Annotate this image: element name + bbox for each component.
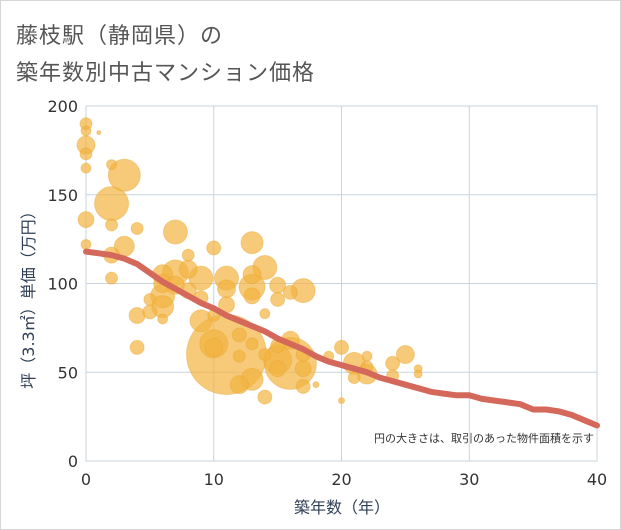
data-point <box>217 279 237 299</box>
y-tick-label: 150 <box>47 186 78 205</box>
data-point <box>77 211 95 229</box>
x-tick-label: 30 <box>459 470 479 489</box>
data-point <box>143 292 157 306</box>
data-point <box>107 158 141 192</box>
data-point <box>79 147 93 161</box>
data-point <box>294 360 312 378</box>
data-point <box>157 313 169 325</box>
x-tick-label: 10 <box>204 470 224 489</box>
y-tick-label: 50 <box>58 363 78 382</box>
data-point <box>334 339 349 355</box>
data-point <box>162 219 188 245</box>
bubble-series <box>76 117 423 405</box>
data-point <box>413 369 423 379</box>
data-point <box>259 308 271 320</box>
data-point <box>229 375 249 395</box>
data-point <box>181 248 195 262</box>
data-point <box>130 221 144 235</box>
chart-title-line2: 築年数別中古マンション価格 <box>16 61 316 86</box>
data-point <box>94 186 130 222</box>
data-point <box>129 339 145 355</box>
y-tick-label: 200 <box>47 97 78 116</box>
data-point <box>243 287 261 305</box>
data-point <box>270 291 286 307</box>
size-annotation: 円の大きさは、取引のあった物件面積を示す <box>374 431 594 445</box>
y-tick-label: 100 <box>47 275 78 294</box>
y-axis-label: 坪（3.3㎡）単価（万円） <box>19 203 38 388</box>
data-point <box>80 162 92 174</box>
x-tick-label: 20 <box>331 470 351 489</box>
data-point <box>105 271 119 285</box>
data-point <box>312 381 320 389</box>
data-point <box>338 397 345 405</box>
data-point <box>245 337 259 351</box>
data-point <box>96 130 102 136</box>
data-point <box>142 304 158 320</box>
x-tick-labels: 0 10 20 30 40 <box>81 470 607 489</box>
data-point <box>178 259 198 279</box>
data-point <box>282 284 298 300</box>
x-tick-label: 40 <box>587 470 607 489</box>
x-tick-label: 0 <box>81 470 91 489</box>
data-point <box>80 238 92 250</box>
data-point <box>242 265 262 285</box>
data-point <box>395 345 415 364</box>
data-point <box>105 218 119 232</box>
data-point <box>385 355 401 371</box>
data-point <box>257 389 273 405</box>
data-point <box>269 360 287 378</box>
y-tick-label: 0 <box>68 452 78 471</box>
data-point <box>361 350 373 362</box>
data-point <box>232 349 246 363</box>
y-tick-labels: 0 50 100 150 200 <box>47 97 78 471</box>
x-axis-label: 築年数（年） <box>294 498 390 517</box>
data-point <box>106 159 118 171</box>
data-point <box>80 125 92 137</box>
data-point <box>240 231 264 255</box>
data-point <box>206 240 222 256</box>
data-point <box>258 348 272 361</box>
trend-line <box>83 248 600 429</box>
data-point <box>231 327 247 343</box>
chart-title-line1: 藤枝駅（静岡県）の <box>16 24 224 49</box>
data-point <box>295 378 311 394</box>
data-point <box>204 337 224 357</box>
data-point <box>347 371 361 385</box>
